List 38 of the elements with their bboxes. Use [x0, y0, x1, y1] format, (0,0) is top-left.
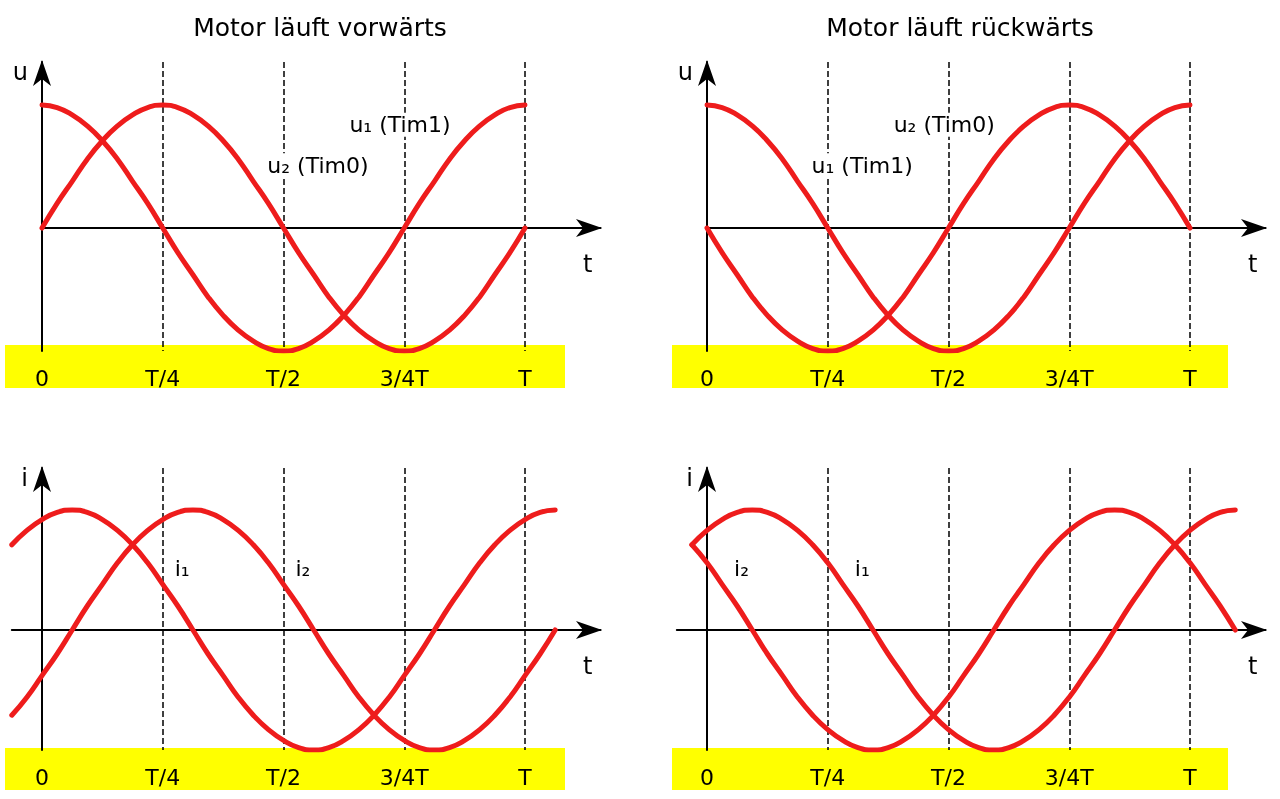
- chart-title: Motor läuft vorwärts: [193, 13, 447, 42]
- x-tick-label: 0: [700, 764, 714, 790]
- x-tick-label: T/2: [930, 764, 966, 790]
- x-tick-label: T: [1182, 365, 1198, 391]
- y-axis-title: i: [21, 464, 28, 492]
- series-label: u₁ (Tim1): [811, 152, 913, 178]
- x-tick-label: 0: [35, 764, 49, 790]
- x-tick-label: 3/4T: [379, 764, 430, 790]
- x-tick-label: T/4: [144, 764, 181, 790]
- x-tick-label: T/2: [265, 764, 301, 790]
- x-axis-title: t: [1248, 652, 1258, 680]
- series-label: i₂: [734, 555, 750, 581]
- x-tick-label: T/4: [809, 365, 846, 391]
- x-tick-label: T/4: [144, 365, 181, 391]
- x-tick-label: T/2: [265, 365, 301, 391]
- x-axis-title: t: [583, 652, 593, 680]
- series-label: i₁: [854, 555, 870, 581]
- x-tick-label: T: [1182, 764, 1198, 790]
- x-tick-label: 3/4T: [379, 365, 430, 391]
- y-axis-title: u: [677, 58, 693, 86]
- x-tick-label: 3/4T: [1044, 365, 1095, 391]
- x-tick-label: 3/4T: [1044, 764, 1095, 790]
- series-label: i₁: [174, 555, 190, 581]
- x-tick-label: 0: [35, 365, 49, 391]
- x-tick-label: T: [517, 365, 533, 391]
- series-label: u₂ (Tim0): [267, 152, 369, 178]
- x-axis-title: t: [583, 250, 593, 279]
- x-tick-label: T/2: [930, 365, 966, 391]
- series-label: u₁ (Tim1): [349, 112, 451, 138]
- x-axis-title: t: [1248, 250, 1258, 279]
- y-axis-title: i: [686, 464, 693, 492]
- chart-title: Motor läuft rückwärts: [826, 13, 1094, 42]
- x-tick-label: T: [517, 764, 533, 790]
- y-axis-title: u: [12, 58, 28, 86]
- x-tick-label: 0: [700, 365, 714, 391]
- x-tick-label: T/4: [809, 764, 846, 790]
- series-label: u₂ (Tim0): [893, 112, 995, 138]
- series-label: i₂: [295, 555, 311, 581]
